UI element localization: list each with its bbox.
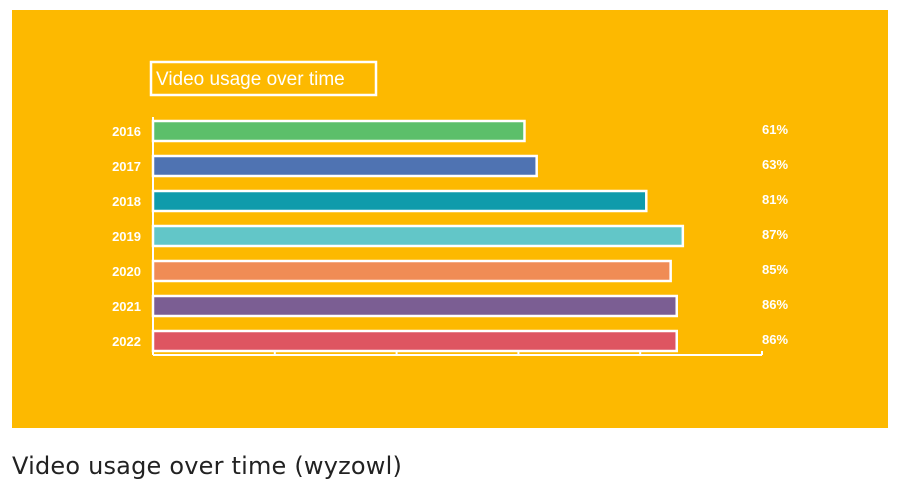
y-tick-label: 2017 bbox=[112, 159, 141, 174]
bar-2016 bbox=[151, 119, 526, 143]
data-label: 87% bbox=[762, 227, 788, 242]
bar-2020 bbox=[151, 259, 672, 283]
bar-2018 bbox=[151, 189, 648, 213]
y-tick-label: 2019 bbox=[112, 229, 141, 244]
data-label: 63% bbox=[762, 157, 788, 172]
data-label: 61% bbox=[762, 122, 788, 137]
data-label: 86% bbox=[762, 332, 788, 347]
chart-title-box bbox=[149, 60, 378, 97]
chart-panel: Video usage over time 2016 61% 2017 63% 2018 8… bbox=[12, 10, 888, 428]
data-label: 86% bbox=[762, 297, 788, 312]
bar-2017 bbox=[151, 154, 538, 178]
chart-title: Video usage over time bbox=[156, 69, 345, 90]
y-tick-label: 2020 bbox=[112, 264, 141, 279]
bar-2021 bbox=[151, 294, 678, 318]
bar-chart: Video usage over time 2016 61% 2017 63% 2018 8… bbox=[112, 60, 788, 356]
y-tick-label: 2018 bbox=[112, 194, 141, 209]
figure-caption: Video usage over time (wyzowl) bbox=[12, 452, 403, 480]
y-tick-label: 2016 bbox=[112, 124, 141, 139]
data-label: 81% bbox=[762, 192, 788, 207]
bar-2022 bbox=[151, 329, 678, 353]
bar-2019 bbox=[151, 224, 685, 248]
data-label: 85% bbox=[762, 262, 788, 277]
y-tick-label: 2022 bbox=[112, 334, 141, 349]
y-tick-label: 2021 bbox=[112, 299, 141, 314]
